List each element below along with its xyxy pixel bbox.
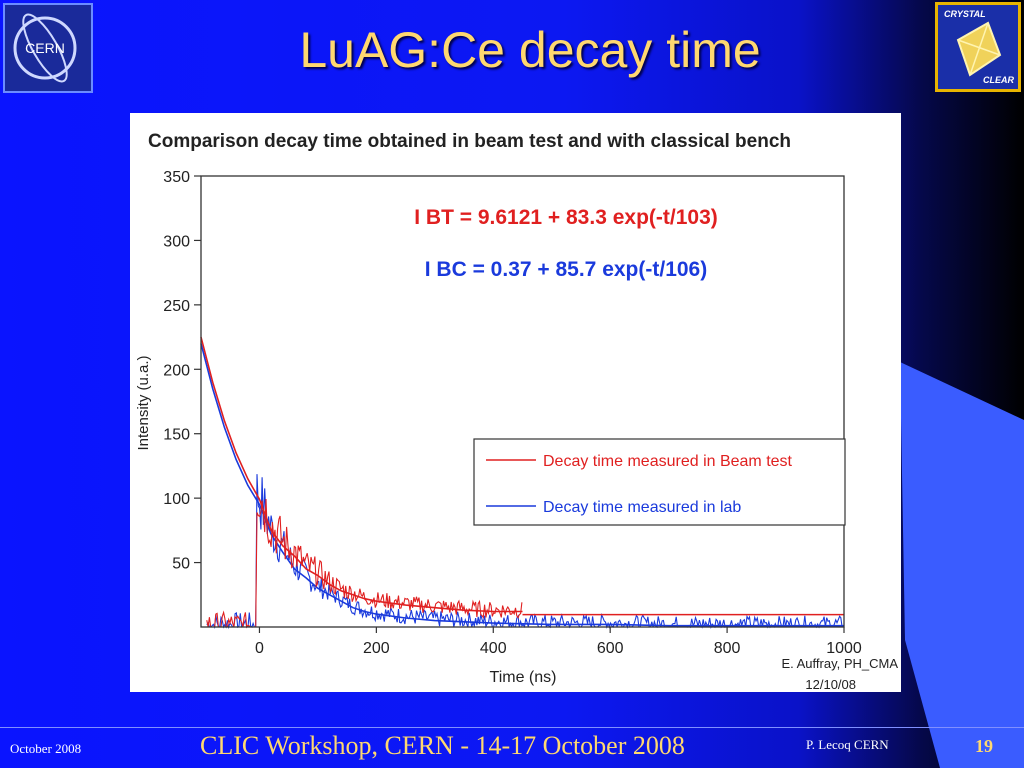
x-tick-label: 800 xyxy=(714,640,741,657)
x-axis-label: Time (ns) xyxy=(490,669,557,686)
legend-box xyxy=(473,438,846,526)
y-tick-label: 300 xyxy=(163,233,190,250)
credit-author: E. Auffray, PH_CMA xyxy=(781,656,898,671)
footer-date: October 2008 xyxy=(10,741,82,756)
clear-logo-text: CLEAR xyxy=(983,75,1014,85)
series-lab-measured xyxy=(206,474,844,630)
crystal-clear-logo: CRYSTAL CLEAR xyxy=(935,2,1021,92)
x-tick-label: 600 xyxy=(597,640,624,657)
credit-date: 12/10/08 xyxy=(805,677,856,692)
chart-title: Comparison decay time obtained in beam t… xyxy=(148,131,792,152)
cern-logo-icon: CERN xyxy=(13,13,77,83)
footer-divider xyxy=(0,727,1024,728)
cern-logo-text: CERN xyxy=(25,40,65,56)
x-tick-label: 1000 xyxy=(826,640,862,657)
decay-chart: 50 100 150 200 250 300 350 0 200 400 600 800 1000 I … xyxy=(135,169,898,692)
fit-annotation-bt: I BT = 9.6121 + 83.3 exp(-t/103) xyxy=(414,206,718,229)
x-tick-label: 0 xyxy=(255,640,264,657)
fit-annotation-bc: I BC = 0.37 + 85.7 exp(-t/106) xyxy=(425,258,707,281)
y-tick-label: 100 xyxy=(163,491,190,508)
y-tick-label: 250 xyxy=(163,298,190,315)
series-beam-test-fit xyxy=(200,336,523,613)
y-tick-label: 350 xyxy=(163,169,190,186)
footer-event: CLIC Workshop, CERN - 14-17 October 2008 xyxy=(200,731,685,760)
chart-panel: Comparison decay time obtained in beam t… xyxy=(130,113,901,692)
x-tick-label: 400 xyxy=(480,640,507,657)
y-axis-label: Intensity (u.a.) xyxy=(135,355,152,450)
series-beam-test-measured xyxy=(206,498,523,629)
slide-title: LuAG:Ce decay time xyxy=(299,22,761,78)
x-tick-label: 200 xyxy=(363,640,390,657)
crystal-logo-text: CRYSTAL xyxy=(944,9,986,19)
page-number: 19 xyxy=(975,736,993,756)
footer-author: P. Lecoq CERN xyxy=(806,737,889,752)
y-tick-label: 200 xyxy=(163,362,190,379)
legend: Decay time measured in Beam test Decay t… xyxy=(473,438,846,526)
legend-label-lab: Decay time measured in lab xyxy=(543,499,741,516)
y-tick-label: 50 xyxy=(172,556,190,573)
legend-label-beam: Decay time measured in Beam test xyxy=(543,453,793,470)
cern-logo: CERN xyxy=(3,3,93,93)
y-tick-label: 150 xyxy=(163,427,190,444)
crystal-icon xyxy=(956,21,1002,77)
series-lab-fit xyxy=(200,343,844,627)
plot-frame xyxy=(200,175,845,628)
